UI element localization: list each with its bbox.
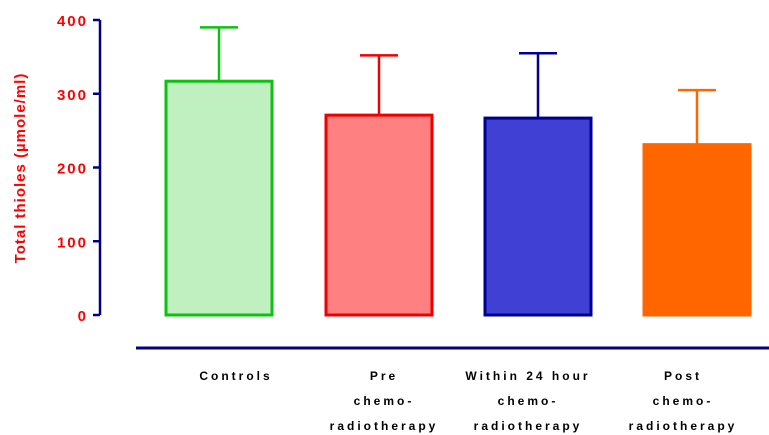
bars — [164, 26, 752, 317]
x-tick-label: chemo- — [354, 394, 415, 408]
y-tick-label: 400 — [57, 13, 88, 30]
y-tick-label: 300 — [57, 87, 88, 104]
x-tick-label: Post — [664, 369, 702, 383]
bar — [642, 143, 752, 317]
y-tick-label: 0 — [78, 308, 88, 325]
y-tick-label: 100 — [57, 234, 88, 251]
x-tick-label: chemo- — [498, 394, 559, 408]
x-tick-label: Within 24 hour — [465, 369, 590, 383]
bar — [324, 113, 434, 317]
x-tick-label: radiotherapy — [474, 419, 583, 433]
bar — [483, 116, 593, 317]
bar — [164, 79, 274, 317]
x-tick-label: Controls — [199, 369, 272, 383]
x-axis: Controls Pre chemo-radiotherapy Within 24 h… — [136, 346, 769, 433]
x-tick-label: Pre — [370, 369, 398, 383]
x-tick-label: chemo- — [653, 394, 714, 408]
y-tick-label: 200 — [57, 161, 88, 178]
y-axis: 0 100 200 300 400 — [57, 13, 102, 325]
x-tick-label: radiotherapy — [330, 419, 439, 433]
y-axis-label: Total thioles (µmole/ml) — [12, 73, 29, 264]
x-tick-label: radiotherapy — [629, 419, 738, 433]
